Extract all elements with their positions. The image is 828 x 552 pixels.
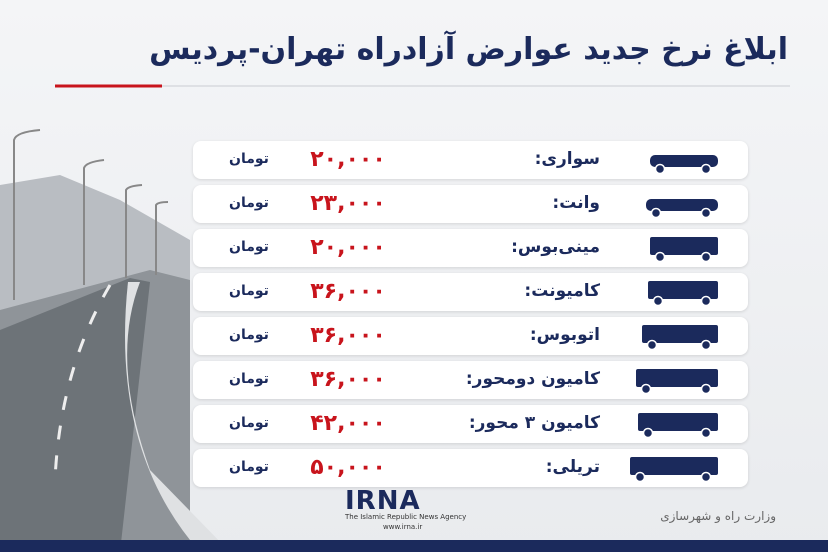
vehicle-icon (650, 237, 718, 263)
unit: تومان (229, 151, 269, 167)
table-row: کامیون ۳ محور: ۴۲,۰۰۰ تومان (193, 405, 748, 443)
title: ابلاغ نرخ جدید عوارض آزادراه تهران-پردیس (149, 32, 788, 67)
table-row: اتوبوس: ۳۶,۰۰۰ تومان (193, 317, 748, 355)
vehicle-name: اتوبوس: (529, 325, 600, 345)
vehicle-icon (642, 325, 718, 351)
unit: تومان (229, 415, 269, 431)
unit: تومان (229, 283, 269, 299)
vehicle-name: کامیونت: (524, 281, 600, 301)
website: www.irna.ir (383, 523, 423, 531)
table-row: سواری: ۲۰,۰۰۰ تومان (193, 141, 748, 179)
price: ۳۶,۰۰۰ (310, 279, 386, 304)
price: ۲۳,۰۰۰ (310, 191, 386, 216)
vehicle-name: وانت: (552, 193, 600, 213)
vehicle-name: تریلی: (545, 457, 600, 477)
price: ۵۰,۰۰۰ (310, 455, 386, 480)
vehicle-name: سواری: (534, 149, 600, 169)
price: ۳۶,۰۰۰ (310, 367, 386, 392)
logo: IRNA (345, 486, 421, 516)
footer-bar (0, 540, 828, 552)
unit: تومان (229, 195, 269, 211)
table-row: تریلی: ۵۰,۰۰۰ تومان (193, 449, 748, 487)
vehicle-name: مینی‌بوس: (511, 237, 600, 257)
unit: تومان (229, 327, 269, 343)
source: وزارت راه و شهرسازی (660, 509, 776, 523)
unit: تومان (229, 371, 269, 387)
vehicle-icon (638, 413, 718, 439)
price: ۲۰,۰۰۰ (310, 235, 386, 260)
agency-name: The Islamic Republic News Agency (345, 513, 467, 521)
vehicle-icon (650, 155, 718, 175)
table-row: وانت: ۲۳,۰۰۰ تومان (193, 185, 748, 223)
vehicle-name: کامیون ۳ محور: (468, 413, 600, 433)
lane-marks (53, 284, 112, 481)
unit: تومان (229, 459, 269, 475)
table-row: مینی‌بوس: ۲۰,۰۰۰ تومان (193, 229, 748, 267)
vehicle-icon (648, 281, 718, 307)
unit: تومان (229, 239, 269, 255)
vehicle-name: کامیون دومحور: (465, 369, 600, 389)
price: ۴۲,۰۰۰ (310, 411, 386, 436)
vehicle-icon (646, 199, 718, 219)
table-row: کامیون دومحور: ۳۶,۰۰۰ تومان (193, 361, 748, 399)
table-row: کامیونت: ۳۶,۰۰۰ تومان (193, 273, 748, 311)
vehicle-icon (630, 457, 718, 483)
price: ۲۰,۰۰۰ (310, 147, 386, 172)
lamp-posts (13, 129, 169, 300)
price: ۳۶,۰۰۰ (310, 323, 386, 348)
road (0, 278, 150, 552)
vehicle-icon (636, 369, 718, 395)
